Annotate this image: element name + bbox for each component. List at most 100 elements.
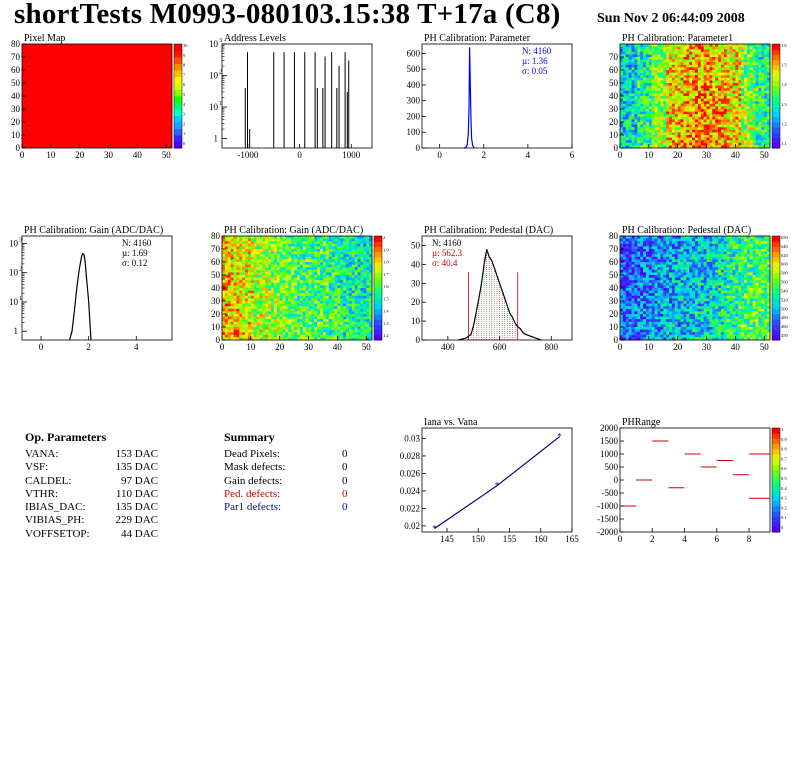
heatmap-cell: [282, 306, 286, 310]
heatmap-cell: [738, 80, 742, 84]
heatmap-cell: [631, 285, 635, 289]
heatmap-cell: [697, 127, 702, 131]
heatmap-cell: [247, 275, 252, 278]
heatmap-cell: [703, 106, 707, 110]
heatmap-cell: [354, 327, 358, 330]
heatmap-cell: [703, 77, 707, 81]
heatmap-cell: [761, 83, 765, 86]
heatmap-cell: [273, 275, 278, 278]
heatmap-cell: [758, 103, 762, 107]
heatmap-cell: [351, 282, 356, 286]
heatmap-cell: [631, 142, 635, 146]
heatmap-cell: [276, 246, 281, 250]
heatmap-cell: [709, 129, 713, 133]
heatmap-cell: [692, 83, 696, 86]
heatmap-cell: [620, 62, 624, 66]
heatmap-cell: [738, 85, 742, 89]
heatmap-cell: [262, 285, 266, 289]
heatmap-cell: [282, 241, 286, 245]
heatmap-cell: [348, 254, 353, 258]
heatmap-cell: [723, 90, 728, 94]
heatmap-cell: [686, 64, 690, 68]
heatmap-cell: [291, 241, 295, 245]
heatmap-cell: [276, 301, 281, 304]
heatmap-cell: [343, 238, 347, 242]
heatmap-cell: [732, 140, 736, 144]
heatmap-cell: [689, 83, 693, 86]
heatmap-cell: [273, 324, 278, 328]
heatmap-cell: [622, 288, 627, 291]
heatmap-cell: [305, 288, 309, 291]
heatmap-cell: [340, 321, 344, 325]
heatmap-cell: [297, 311, 301, 315]
heatmap-cell: [247, 298, 252, 302]
y-tick-label: 10: [411, 316, 421, 326]
heatmap-cell: [764, 57, 768, 60]
heatmap-cell: [351, 249, 356, 252]
heatmap-cell: [317, 298, 321, 302]
heatmap-cell: [628, 293, 632, 297]
heatmap-cell: [247, 329, 252, 333]
heatmap-cell: [654, 145, 658, 149]
heatmap-cell: [314, 269, 318, 273]
heatmap-cell: [654, 124, 658, 128]
heatmap-cell: [227, 293, 232, 297]
heatmap-cell: [669, 46, 673, 50]
heatmap-cell: [294, 319, 298, 323]
heatmap-cell: [354, 295, 358, 299]
heatmap-cell: [645, 132, 650, 136]
heatmap-cell: [311, 308, 315, 312]
heatmap-cell: [654, 85, 658, 89]
heatmap-cell: [294, 285, 298, 289]
heatmap-cell: [360, 249, 364, 252]
heatmap-cell: [271, 334, 275, 338]
heatmap-cell: [322, 241, 327, 245]
heatmap-cell: [755, 64, 759, 68]
heatmap-cell: [663, 124, 667, 128]
heatmap-cell: [622, 282, 627, 286]
heatmap-cell: [363, 301, 367, 304]
heatmap-cell: [328, 337, 333, 341]
heatmap-cell: [308, 293, 312, 297]
heatmap-cell: [749, 145, 754, 149]
heatmap-cell: [334, 267, 338, 271]
heatmap-cell: [634, 93, 638, 97]
heatmap-cell: [331, 267, 335, 271]
heatmap-cell: [233, 295, 237, 299]
heatmap-cell: [634, 72, 638, 76]
heatmap-cell: [291, 334, 295, 338]
heatmap-cell: [265, 298, 269, 302]
heatmap-cell: [622, 280, 627, 284]
heatmap-cell: [660, 96, 664, 99]
heatmap-cell: [285, 243, 289, 247]
heatmap-cell: [363, 267, 367, 271]
heatmap-cell: [325, 293, 330, 297]
heatmap-cell: [715, 119, 719, 123]
heatmap-cell: [322, 256, 327, 260]
heatmap-cell: [640, 129, 644, 133]
heatmap-cell: [314, 285, 318, 289]
heatmap-cell: [256, 241, 260, 245]
heatmap-cell: [268, 241, 272, 245]
heatmap-cell: [239, 288, 243, 291]
heatmap-cell: [620, 301, 624, 304]
heatmap-cell: [294, 314, 298, 317]
heatmap-cell: [634, 127, 638, 131]
heatmap-cell: [660, 46, 664, 50]
heatmap-cell: [288, 324, 292, 328]
heatmap-cell: [692, 77, 696, 81]
heatmap-cell: [720, 46, 725, 50]
heatmap-cell: [683, 88, 687, 92]
heatmap-cell: [764, 142, 768, 146]
heatmap-cell: [369, 327, 373, 330]
heatmap-cell: [631, 80, 635, 84]
heatmap-cell: [222, 246, 226, 250]
heatmap-cell: [279, 280, 283, 284]
heatmap-cell: [253, 264, 258, 268]
heatmap-cell: [273, 254, 278, 258]
heatmap-cell: [224, 321, 229, 325]
heatmap-cell: [637, 75, 641, 79]
heatmap-cell: [634, 83, 638, 86]
heatmap-cell: [311, 311, 315, 315]
